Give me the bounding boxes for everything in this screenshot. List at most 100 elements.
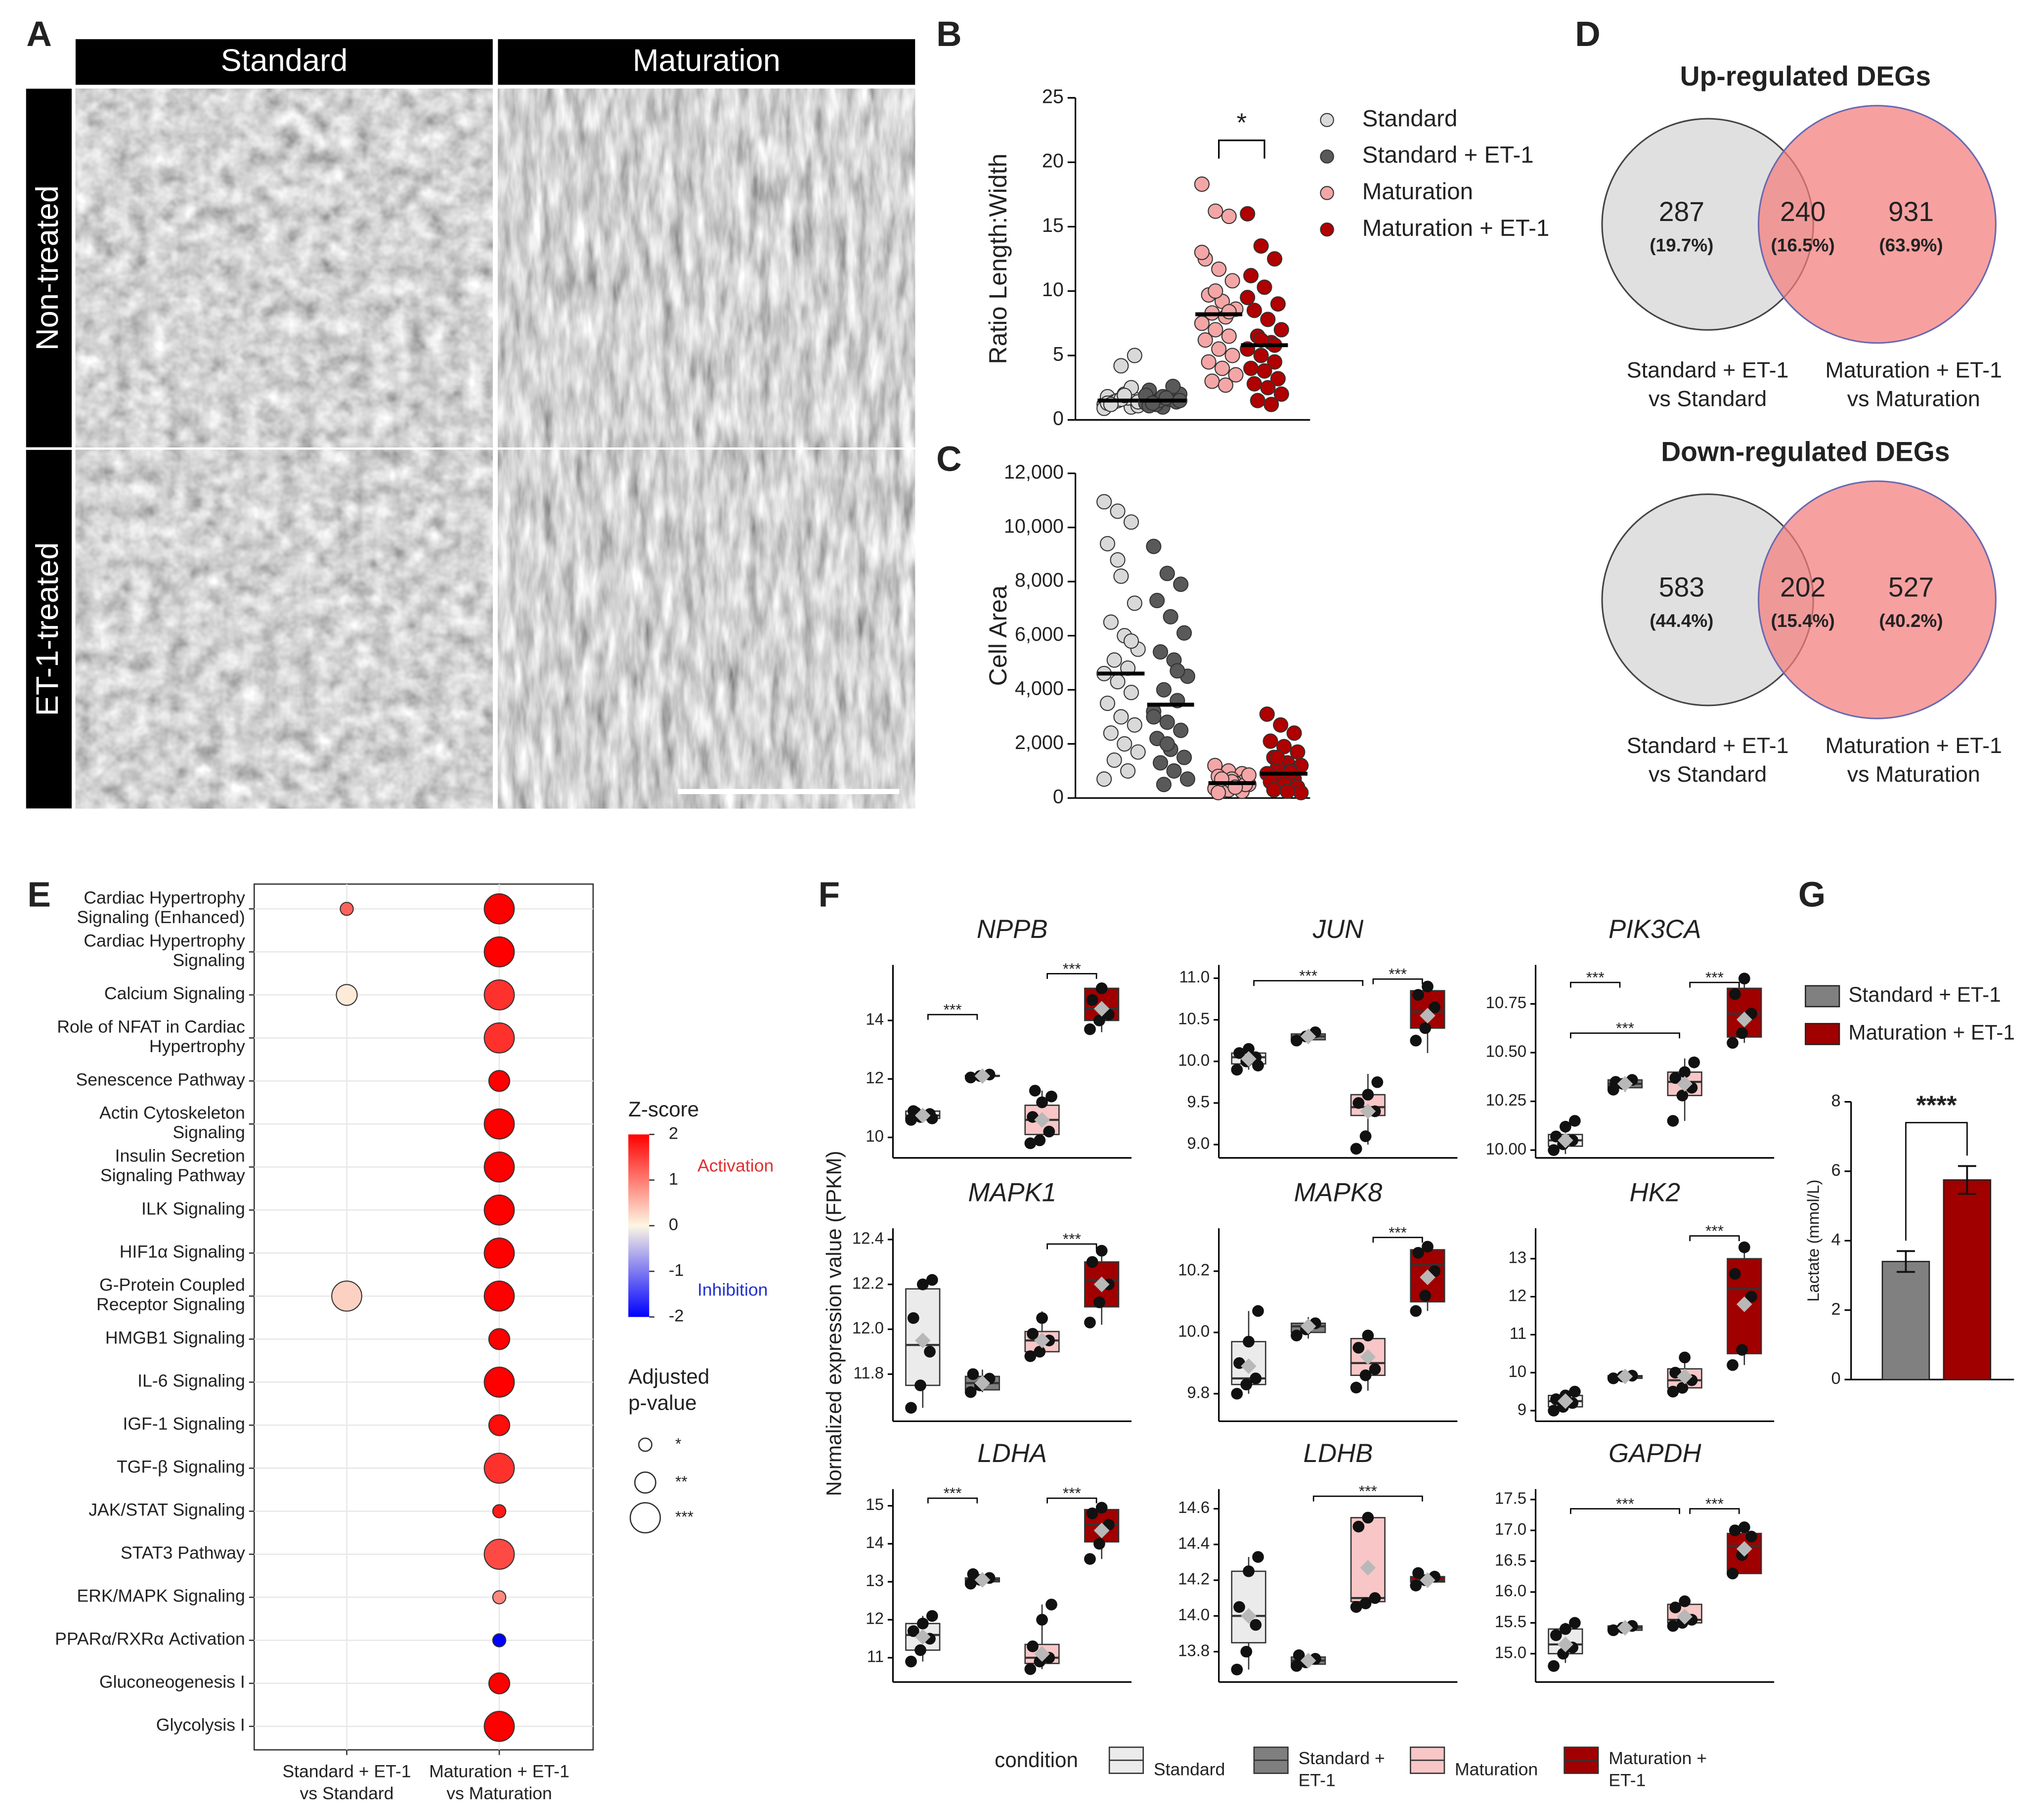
data-point [1153,755,1169,771]
data-point [1145,395,1161,411]
mean-marker [1300,1028,1316,1045]
data-point [1233,1601,1245,1613]
legend-marker [1805,985,1840,1008]
data-point [1559,1120,1571,1133]
data-point [1568,1115,1581,1127]
micrograph [498,89,915,447]
data-point [1290,744,1305,760]
y-tick-label-line: Cardiac Hypertrophy [84,888,245,908]
data-point [1359,1130,1372,1142]
y-tick-label-line: Signaling (Enhanced) [77,907,245,927]
data-point [1410,1579,1422,1592]
y-tick-label: JAK/STAT Signaling [88,1500,245,1520]
significance-bracket [1046,973,1097,979]
y-tick-label: 15.5 [1495,1612,1526,1631]
bar [1881,1261,1930,1380]
data-point [1246,303,1262,318]
y-tick-label-line: Cardiac Hypertrophy [84,931,245,951]
data-point [1221,328,1237,344]
data-point [1228,367,1244,383]
row-header [26,449,72,809]
data-point [1667,1115,1679,1127]
bubble [483,1194,515,1226]
row-header-label: Non-treated [30,185,65,351]
y-tick-label: 12 [1508,1286,1526,1304]
bubble [336,984,358,1006]
data-point [1086,994,1098,1006]
data-point [1194,176,1210,192]
data-point [1412,1567,1424,1579]
y-tick-label: Gluconeogenesis I [99,1672,245,1692]
bubble [483,979,515,1011]
data-point [1669,1072,1682,1084]
legend-label: Maturation + ET-1 [1848,1020,2015,1044]
colorbar-tick-label: 2 [669,1124,678,1143]
y-tick-label: 12 [866,1068,884,1087]
legend-label: Standard + ET-1 [1299,1748,1385,1790]
significance-label: *** [1616,1019,1634,1037]
data-point [1095,1502,1108,1514]
y-tick-label: PPARα/RXRα Activation [55,1629,245,1649]
data-point [907,1312,919,1324]
mean-marker [1360,1559,1376,1576]
mean-marker [1617,1620,1633,1636]
significance-bracket [1372,1237,1423,1243]
data-point [1745,1290,1757,1303]
y-tick-label: 5 [1053,343,1064,365]
significance-bracket [1570,981,1621,988]
data-point [1024,1663,1037,1675]
significance-bracket [1218,139,1265,159]
data-point [1211,785,1226,800]
bubble [488,1070,511,1092]
size-legend-marker [629,1502,661,1534]
data-point [1159,736,1175,752]
y-tick-label: 10,000 [1004,515,1064,537]
data-point [924,1346,936,1358]
data-point [964,1578,977,1590]
bubble [483,1539,515,1570]
y-tick-label: 12 [866,1609,884,1628]
size-legend-title-line: Adjusted [628,1365,709,1388]
data-point [1352,1097,1365,1109]
data-point [1159,714,1175,730]
y-tick-label: Cardiac Hypertrophy Signaling (Enhanced) [77,888,245,928]
data-point [1146,538,1162,554]
data-point [1371,1076,1384,1088]
data-point [1218,377,1233,393]
data-point [1036,1096,1048,1109]
data-point [1253,238,1269,254]
data-point [1243,267,1259,284]
y-tick-label: ILK Signaling [141,1199,245,1219]
y-tick-label-line: G-Protein Coupled [99,1275,245,1295]
data-point [1548,1144,1560,1156]
chart-title: LDHB [1304,1439,1373,1468]
data-point [1163,609,1178,624]
significance-label: *** [1705,1222,1724,1240]
venn-set-label-line: vs Maturation [1847,761,1980,787]
data-point [1093,1296,1105,1308]
mean-marker [1241,1358,1257,1374]
data-point [1159,566,1175,581]
y-tick-label: 0 [1053,786,1064,807]
bubble [488,1414,511,1436]
bubble [483,1453,515,1484]
y-tick-label: Role of NFAT in Cardiac Hypertrophy [57,1017,245,1057]
data-point [964,1386,977,1398]
colorbar [628,1134,650,1317]
mean-marker [1736,1541,1752,1557]
bubble [492,1590,507,1604]
micrograph [498,449,915,809]
data-point [1110,503,1126,519]
data-point [1568,1617,1581,1629]
bubble [483,1237,515,1269]
data-point [1241,767,1257,783]
data-point [1286,725,1302,741]
y-tick-label: HMGB1 Signaling [105,1328,245,1348]
y-tick-label: 9 [1518,1400,1526,1419]
y-tick-label: 15 [866,1495,884,1513]
data-point [1095,982,1108,994]
significance-bracket [1312,1495,1423,1502]
legend-label: Standard + ET-1 [1848,983,2001,1006]
